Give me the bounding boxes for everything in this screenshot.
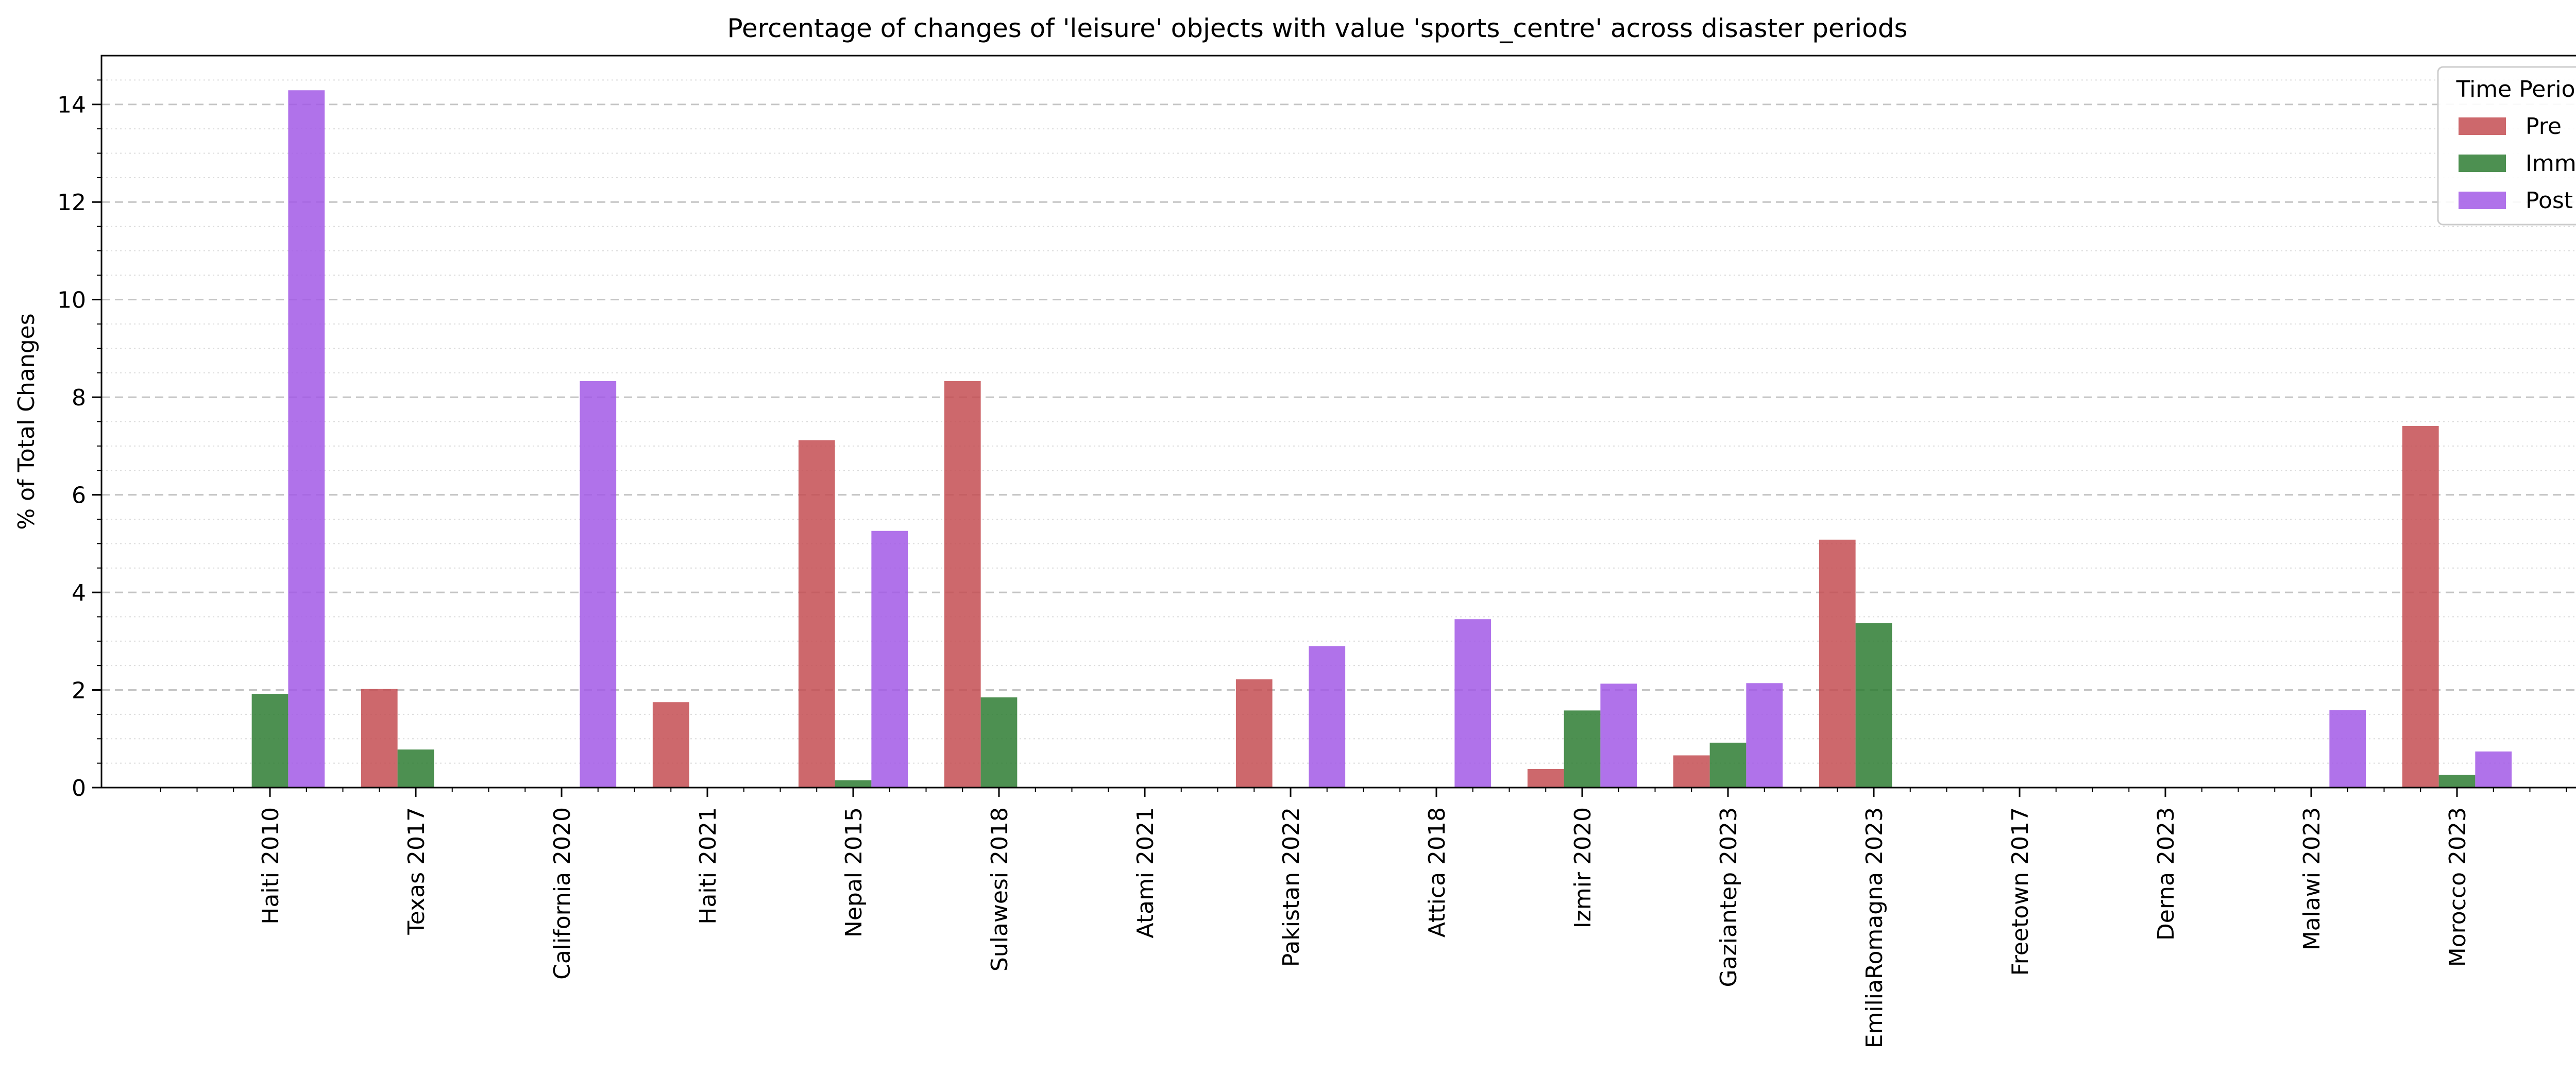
legend-label-imm: Imm	[2526, 150, 2576, 177]
bars	[251, 90, 2512, 788]
y-tick-label: 6	[72, 483, 86, 509]
y-tick-label: 2	[72, 678, 86, 704]
x-tick-label: California 2020	[549, 807, 575, 980]
x-tick-label: Atami 2021	[1132, 807, 1159, 939]
legend-label-post: Post	[2526, 187, 2573, 214]
bar-post	[1454, 619, 1492, 788]
x-tick-label: Pakistan 2022	[1278, 807, 1304, 967]
x-tick-label: Texas 2017	[403, 807, 430, 935]
plot-frame	[100, 55, 2576, 789]
bar-pre	[944, 381, 981, 788]
x-tick-label: Morocco 2023	[2445, 807, 2471, 967]
y-tick-label: 4	[72, 580, 86, 606]
grid-lines	[101, 79, 2576, 764]
x-tick-label: Gaziantep 2023	[1716, 807, 1742, 987]
bar-post	[2329, 710, 2366, 788]
bar-imm	[1855, 623, 1892, 788]
bar-imm	[1709, 742, 1747, 788]
x-tick-label: Sulawesi 2018	[987, 807, 1013, 971]
legend-label-pre: Pre	[2526, 113, 2562, 140]
bar-pre	[2402, 426, 2439, 788]
x-tick-label: Haiti 2010	[258, 807, 284, 925]
x-tick-label: Haiti 2021	[695, 807, 721, 925]
y-tick-label: 14	[57, 92, 86, 118]
bar-post	[1746, 683, 1783, 788]
chart-title: Percentage of changes of 'leisure' objec…	[727, 13, 1907, 43]
bar-imm	[835, 780, 872, 788]
bar-imm	[397, 749, 434, 788]
bar-pre	[1673, 755, 1710, 788]
x-tick-label: EmiliaRomagna 2023	[1861, 807, 1888, 1048]
bar-imm	[251, 694, 289, 788]
bar-post	[1309, 646, 1346, 788]
y-axis-label: % of Total Changes	[13, 313, 40, 530]
x-tick-label: Attica 2018	[1424, 807, 1450, 937]
bar-pre	[1527, 769, 1564, 788]
bar-pre	[361, 689, 398, 788]
legend-swatch-imm	[2459, 155, 2506, 172]
x-tick-label: Izmir 2020	[1570, 807, 1596, 928]
x-tick-label: Nepal 2015	[841, 807, 867, 937]
bar-imm	[2438, 775, 2476, 788]
legend-title: Time Period	[2456, 76, 2576, 103]
y-tick-label: 12	[57, 190, 86, 216]
bar-post	[580, 381, 617, 788]
bar-imm	[980, 697, 1018, 788]
bar-post	[1600, 684, 1637, 788]
bar-pre	[1819, 539, 1856, 788]
x-tick-label: Freetown 2017	[2007, 807, 2033, 976]
bar-post	[2475, 751, 2512, 788]
x-tick-label: Derna 2023	[2153, 807, 2179, 941]
legend-box	[2437, 66, 2576, 226]
bar-pre	[652, 702, 689, 788]
legend-swatch-post	[2459, 192, 2506, 209]
y-tick-label: 10	[57, 287, 86, 314]
bar-pre	[798, 440, 835, 788]
bar-post	[288, 90, 325, 788]
bar-post	[871, 531, 908, 788]
y-tick-label: 8	[72, 385, 86, 411]
legend: Time Period Pre Imm Post	[2437, 66, 2576, 226]
y-tick-label: 0	[72, 775, 86, 801]
bar-pre	[1235, 679, 1273, 788]
axes: 0 2 4 6 8 10 12 14 Haiti 2010 Texas 2017 Californi…	[57, 55, 2576, 1048]
x-tick-label: Malawi 2023	[2299, 807, 2325, 950]
bar-imm	[1564, 710, 1601, 788]
legend-swatch-pre	[2459, 117, 2506, 135]
